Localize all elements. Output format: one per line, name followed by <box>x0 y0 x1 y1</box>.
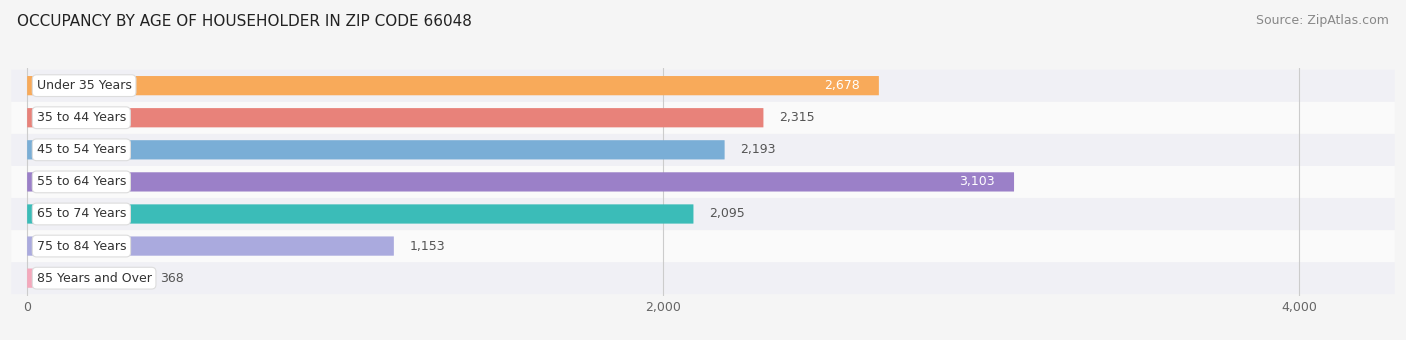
Text: 2,315: 2,315 <box>779 111 815 124</box>
Text: 2,193: 2,193 <box>741 143 776 156</box>
Text: Source: ZipAtlas.com: Source: ZipAtlas.com <box>1256 14 1389 27</box>
FancyBboxPatch shape <box>11 166 1395 198</box>
Text: 1,153: 1,153 <box>409 240 446 253</box>
Text: 55 to 64 Years: 55 to 64 Years <box>37 175 127 188</box>
FancyBboxPatch shape <box>27 236 394 256</box>
FancyBboxPatch shape <box>27 76 879 95</box>
FancyBboxPatch shape <box>11 134 1395 166</box>
FancyBboxPatch shape <box>27 172 1014 191</box>
Text: 75 to 84 Years: 75 to 84 Years <box>37 240 127 253</box>
FancyBboxPatch shape <box>27 140 724 159</box>
Text: 35 to 44 Years: 35 to 44 Years <box>37 111 127 124</box>
Text: 3,103: 3,103 <box>959 175 995 188</box>
FancyBboxPatch shape <box>11 102 1395 134</box>
FancyBboxPatch shape <box>11 198 1395 230</box>
Text: 368: 368 <box>160 272 184 285</box>
Text: 45 to 54 Years: 45 to 54 Years <box>37 143 127 156</box>
FancyBboxPatch shape <box>11 230 1395 262</box>
Text: 65 to 74 Years: 65 to 74 Years <box>37 207 127 220</box>
FancyBboxPatch shape <box>27 269 145 288</box>
FancyBboxPatch shape <box>11 262 1395 294</box>
FancyBboxPatch shape <box>11 70 1395 102</box>
Text: 2,095: 2,095 <box>710 207 745 220</box>
FancyBboxPatch shape <box>27 204 693 224</box>
Text: 2,678: 2,678 <box>824 79 860 92</box>
Text: Under 35 Years: Under 35 Years <box>37 79 132 92</box>
FancyBboxPatch shape <box>27 108 763 128</box>
Text: OCCUPANCY BY AGE OF HOUSEHOLDER IN ZIP CODE 66048: OCCUPANCY BY AGE OF HOUSEHOLDER IN ZIP C… <box>17 14 472 29</box>
Text: 85 Years and Over: 85 Years and Over <box>37 272 152 285</box>
